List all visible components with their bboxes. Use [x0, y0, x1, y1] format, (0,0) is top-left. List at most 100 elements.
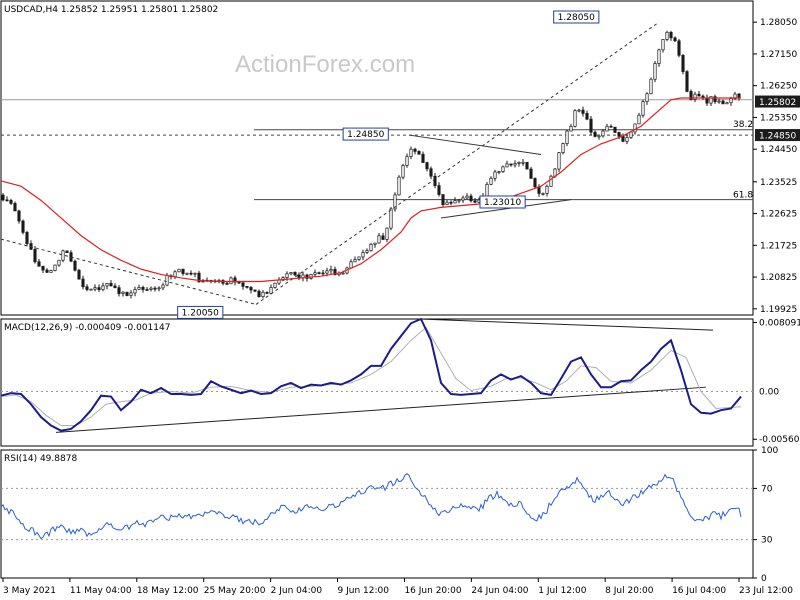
candle-body: [669, 31, 673, 39]
candle-body: [165, 275, 169, 286]
candle-body: [313, 272, 317, 275]
candle-body: [25, 232, 29, 244]
candle-body: [145, 289, 149, 291]
candle-body: [561, 143, 565, 153]
candle-body: [21, 220, 25, 233]
price-tick-label: 1.24450: [760, 145, 797, 155]
candle-body: [285, 273, 289, 278]
candle-body: [141, 287, 145, 290]
candle-body: [717, 100, 721, 103]
candle-body: [533, 178, 537, 188]
time-tick-label: 16 Jul 04:00: [672, 586, 726, 596]
candle-body: [657, 49, 661, 64]
candle-body: [89, 288, 93, 291]
sma-path: [0, 97, 741, 283]
candle-body: [241, 282, 245, 287]
time-tick-label: 2 Jun 04:00: [271, 586, 323, 596]
candle-body: [245, 286, 249, 288]
candle-body: [409, 148, 413, 157]
candle-body: [489, 177, 493, 185]
candle-body: [381, 235, 385, 240]
candle-body: [257, 290, 261, 298]
time-tick-label: 11 May 04:00: [70, 586, 132, 596]
candle-body: [597, 135, 601, 138]
candle-body: [253, 289, 257, 292]
candle-body: [9, 199, 13, 204]
callout-label: 1.23010: [484, 198, 521, 208]
candle-body: [545, 186, 549, 194]
candle-body: [629, 131, 633, 138]
candle-body: [57, 259, 61, 266]
macd-axis: 0.008091 -0.005608 0.00: [753, 318, 800, 445]
candle-body: [709, 96, 713, 104]
candle-body: [85, 286, 89, 290]
candle-body: [589, 118, 593, 133]
candle-body: [389, 208, 393, 229]
candle-body: [129, 292, 133, 296]
candle-body: [725, 102, 729, 105]
candle-body: [293, 272, 297, 276]
candle-body: [465, 195, 469, 199]
macd-panel: [0, 318, 754, 447]
candle-body: [653, 63, 657, 80]
candle-body: [49, 270, 53, 273]
candle-body: [77, 269, 81, 280]
candle-body: [229, 277, 233, 285]
candle-body: [721, 100, 725, 105]
callout-label: 1.24850: [347, 130, 384, 140]
candle-body: [33, 248, 37, 263]
candle-body: [493, 171, 497, 179]
candle-body: [501, 166, 505, 172]
candle-body: [105, 283, 109, 287]
candle-body: [237, 281, 241, 284]
candle-body: [425, 162, 429, 170]
rsi-tick-label: 0: [761, 574, 767, 584]
price-header: USDCAD,H4 1.25852 1.25951 1.25801 1.2580…: [4, 5, 218, 15]
price-tick-label: 1.25350: [760, 113, 797, 123]
candle-body: [41, 265, 45, 271]
candle-body: [333, 268, 337, 276]
candle-body: [37, 261, 41, 267]
candle-body: [17, 210, 21, 222]
candle-body: [185, 272, 189, 275]
candle-body: [397, 176, 401, 196]
candle-body: [445, 201, 449, 206]
macd-trendline: [55, 386, 707, 433]
candle-body: [173, 271, 177, 277]
trendline: [0, 238, 257, 305]
price-tag: [755, 129, 800, 142]
price-tick-label: 1.22625: [760, 210, 797, 220]
candle-body: [617, 132, 621, 137]
candle-body: [613, 126, 617, 133]
time-tick-label: 23 Jul 12:00: [739, 586, 793, 596]
macd-tick-label: -0.005608: [759, 435, 800, 445]
candle-body: [509, 163, 513, 166]
trendline: [408, 134, 542, 155]
callout-label: 1.28050: [558, 13, 595, 23]
candle-body: [65, 250, 69, 253]
callout-box: [177, 305, 224, 319]
candle-body: [193, 272, 197, 275]
price-tick-label: 1.26250: [760, 82, 797, 92]
candle-body: [705, 97, 709, 104]
time-tick-label: 1 Jul 12:00: [538, 586, 587, 596]
callout-box: [479, 195, 526, 209]
rsi-panel: [0, 449, 754, 579]
candle-body: [569, 126, 573, 132]
candle-body: [401, 165, 405, 178]
candle-body: [513, 163, 517, 166]
candle-body: [421, 153, 425, 163]
candle-body: [557, 152, 561, 170]
candle-body: [621, 135, 625, 142]
macd-zero-tag: 0.00: [759, 387, 779, 397]
price-tick-label: 1.27150: [760, 50, 797, 60]
candle-body: [349, 261, 353, 269]
candle-body: [325, 270, 329, 274]
time-tick-label: 9 Jun 12:00: [338, 586, 390, 596]
candle-body: [601, 130, 605, 137]
candle-body: [549, 175, 553, 187]
candle-body: [469, 195, 473, 202]
candle-body: [225, 282, 229, 285]
candle-body: [525, 161, 529, 170]
candle-body: [453, 200, 457, 204]
